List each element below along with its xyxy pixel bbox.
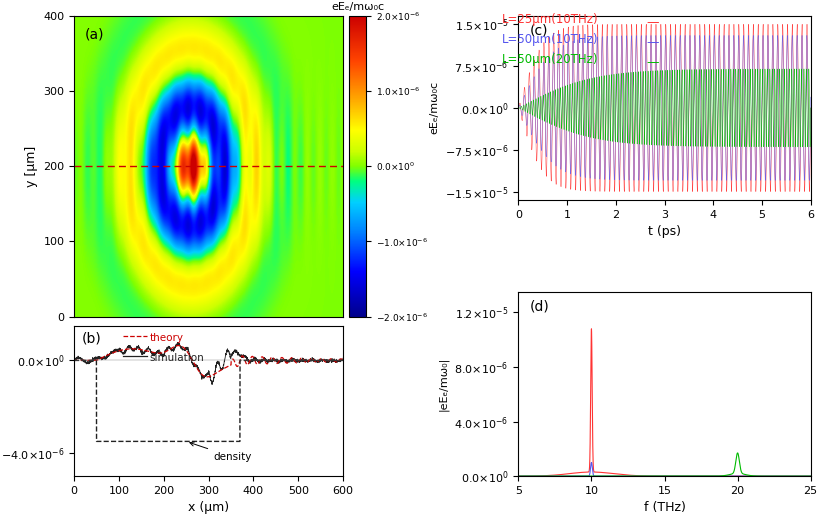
Text: —: — [646,36,658,49]
Y-axis label: eEₑ/mω₀c: eEₑ/mω₀c [430,81,439,134]
X-axis label: x (μm): x (μm) [188,501,229,514]
Text: simulation: simulation [150,353,204,363]
Text: —: — [646,56,658,69]
Title: eEₑ/mω₀c: eEₑ/mω₀c [331,2,384,12]
Text: L=25μm(10THz): L=25μm(10THz) [502,13,598,26]
Text: L=50μm(20THz): L=50μm(20THz) [502,53,598,67]
X-axis label: t (ps): t (ps) [648,225,681,238]
Text: (a): (a) [85,28,105,42]
Text: (d): (d) [530,299,550,313]
Text: (b): (b) [82,332,102,346]
Text: (c): (c) [530,23,549,37]
Text: theory: theory [150,333,184,343]
Y-axis label: y [μm]: y [μm] [25,145,38,187]
Text: L=50μm(10THz): L=50μm(10THz) [502,33,598,47]
Text: density: density [190,442,252,462]
Text: —: — [646,16,658,29]
X-axis label: f (THz): f (THz) [644,501,686,514]
Y-axis label: |eEₑ/mω₀|: |eEₑ/mω₀| [439,357,449,411]
